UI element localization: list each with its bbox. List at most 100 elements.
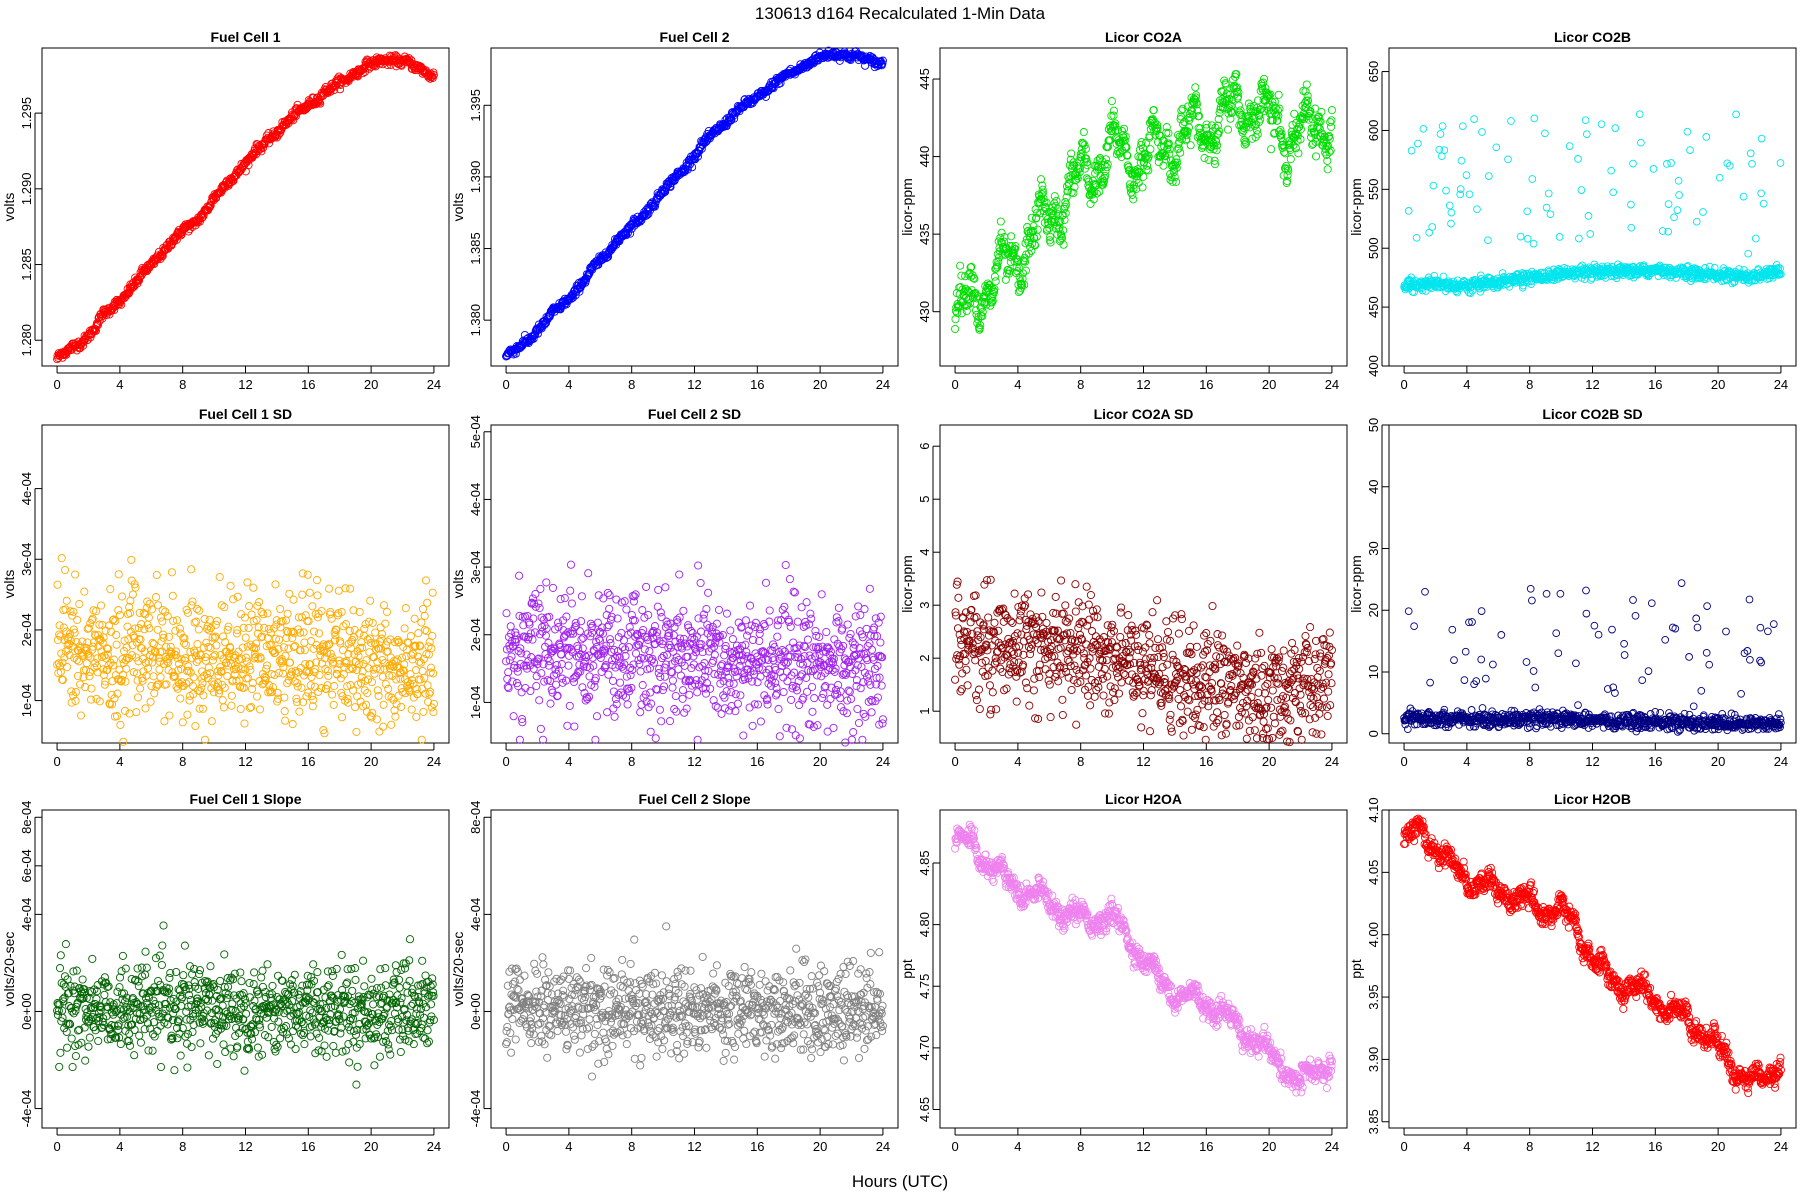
data-point	[417, 618, 426, 627]
data-point	[675, 570, 684, 579]
data-point	[509, 712, 518, 721]
data-point	[1751, 234, 1760, 243]
data-point	[255, 705, 265, 714]
data-point	[610, 712, 619, 721]
data-point	[379, 601, 389, 610]
x-tick-label: 24	[427, 754, 441, 769]
data-point	[1649, 165, 1658, 173]
x-tick-label: 0	[1400, 377, 1407, 392]
chart-title: Fuel Cell 2	[659, 29, 729, 45]
y-tick-label: 1.280	[19, 324, 34, 357]
data-point	[1107, 97, 1116, 106]
data-point	[241, 633, 250, 642]
x-tick-label: 0	[502, 754, 509, 769]
data-point	[956, 261, 965, 270]
data-point	[655, 705, 664, 714]
series-points	[502, 46, 887, 361]
data-point	[668, 683, 677, 692]
data-point	[271, 580, 280, 589]
data-point	[379, 722, 388, 731]
data-point	[765, 606, 774, 615]
data-point	[151, 593, 161, 602]
data-point	[227, 701, 236, 710]
data-point	[1436, 130, 1445, 138]
data-point	[605, 591, 614, 600]
series-points	[53, 554, 438, 746]
data-point	[1445, 201, 1454, 210]
data-point	[1302, 80, 1311, 89]
data-point	[795, 700, 804, 710]
data-point	[398, 653, 407, 662]
data-point	[701, 689, 711, 698]
data-point	[219, 703, 228, 712]
data-point	[306, 681, 315, 690]
data-point	[728, 635, 737, 644]
y-tick-label: 450	[1366, 296, 1381, 318]
y-tick-label: 435	[917, 223, 932, 245]
data-point	[1611, 124, 1620, 132]
data-point	[1462, 171, 1471, 179]
data-point	[303, 570, 312, 579]
data-point	[346, 584, 355, 593]
data-point	[696, 627, 706, 636]
data-point	[62, 596, 71, 605]
data-point	[1327, 122, 1336, 131]
data-point	[1607, 166, 1616, 175]
data-point	[313, 591, 322, 600]
data-point	[717, 709, 726, 718]
data-point	[158, 605, 167, 615]
data-point	[175, 624, 184, 633]
data-point	[115, 299, 124, 309]
data-point	[623, 700, 632, 709]
x-tick-label: 12	[1136, 377, 1150, 392]
data-point	[381, 619, 390, 628]
y-tick-label: 4e-04	[19, 472, 34, 505]
data-point	[350, 625, 359, 634]
x-tick-label: 16	[750, 377, 764, 392]
data-point	[117, 592, 127, 601]
data-point	[566, 560, 576, 569]
data-point	[502, 609, 511, 618]
data-point	[334, 586, 343, 595]
data-point	[418, 666, 427, 676]
data-point	[316, 99, 325, 108]
data-point	[358, 69, 367, 78]
data-point	[536, 584, 545, 593]
data-point	[761, 578, 771, 587]
data-point	[774, 705, 783, 714]
y-axis-label: volts	[450, 193, 466, 222]
data-point	[245, 602, 254, 611]
data-point	[1577, 186, 1586, 194]
data-point	[207, 717, 216, 726]
data-point	[238, 683, 247, 692]
data-point	[355, 607, 364, 617]
chart-title: Fuel Cell 2 SD	[648, 406, 741, 422]
data-point	[657, 717, 666, 726]
data-point	[651, 734, 660, 743]
data-point	[678, 694, 687, 703]
data-point	[123, 622, 132, 631]
data-point	[411, 666, 420, 675]
data-point	[280, 707, 289, 716]
data-point	[382, 607, 392, 617]
y-tick-label: 1.290	[19, 173, 34, 206]
data-point	[205, 626, 214, 635]
data-point	[1149, 106, 1158, 115]
data-point	[1200, 153, 1209, 163]
data-point	[773, 632, 782, 641]
data-point	[167, 568, 176, 577]
data-point	[298, 569, 307, 578]
data-point	[1692, 217, 1701, 226]
data-point	[722, 609, 732, 618]
data-point	[1274, 90, 1283, 99]
data-point	[412, 712, 421, 721]
data-point	[351, 703, 360, 712]
data-point	[570, 722, 579, 731]
data-point	[551, 680, 561, 689]
data-point	[1757, 189, 1766, 198]
data-point	[375, 727, 384, 736]
data-point	[122, 664, 131, 673]
data-point	[542, 578, 551, 587]
data-point	[680, 708, 689, 717]
